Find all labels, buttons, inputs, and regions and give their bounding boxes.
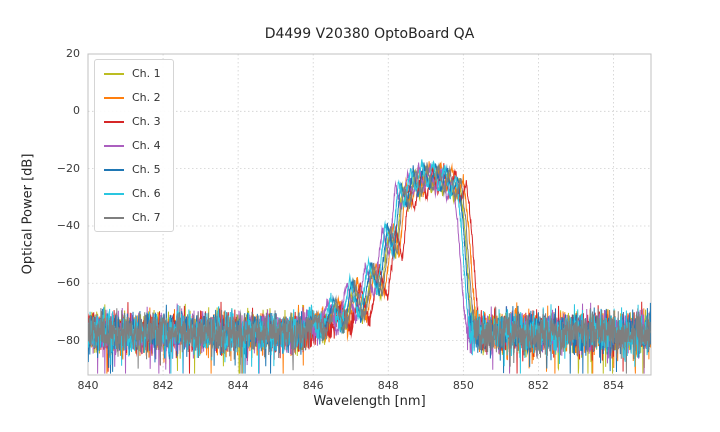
legend-line-swatch xyxy=(104,216,124,219)
y-tick-label: −80 xyxy=(56,333,80,347)
x-tick-label: 852 xyxy=(527,379,549,392)
legend-label: Ch. 1 xyxy=(132,67,161,80)
legend-item: Ch. 5 xyxy=(104,163,161,176)
legend-item: Ch. 3 xyxy=(104,115,161,128)
legend-item: Ch. 1 xyxy=(104,67,161,80)
legend-label: Ch. 5 xyxy=(132,163,161,176)
legend-line-swatch xyxy=(104,168,124,171)
y-tick-label: −60 xyxy=(56,276,80,290)
x-tick-label: 850 xyxy=(452,379,474,392)
x-tick-label: 848 xyxy=(377,379,399,392)
legend-label: Ch. 4 xyxy=(132,139,161,152)
y-tick-label: 20 xyxy=(66,47,80,60)
legend-item: Ch. 7 xyxy=(104,211,161,224)
x-tick-label: 844 xyxy=(227,379,249,392)
legend-item: Ch. 6 xyxy=(104,187,161,200)
legend-line-swatch xyxy=(104,96,124,99)
x-axis-label: Wavelength [nm] xyxy=(313,394,426,409)
y-tick-label: −40 xyxy=(56,218,80,232)
legend-line-swatch xyxy=(104,192,124,195)
legend-label: Ch. 2 xyxy=(132,91,161,104)
legend-line-swatch xyxy=(104,72,124,75)
legend-label: Ch. 3 xyxy=(132,115,161,128)
legend-label: Ch. 7 xyxy=(132,211,161,224)
x-tick-label: 854 xyxy=(602,379,624,392)
legend: Ch. 1 Ch. 2 Ch. 3 Ch. 4 Ch. 5 Ch. 6 Ch. 7 xyxy=(94,59,174,232)
x-tick-label: 846 xyxy=(302,379,324,392)
legend-line-swatch xyxy=(104,120,124,123)
legend-item: Ch. 2 xyxy=(104,91,161,104)
y-tick-label: −20 xyxy=(56,161,80,175)
legend-line-swatch xyxy=(104,144,124,147)
legend-label: Ch. 6 xyxy=(132,187,161,200)
legend-item: Ch. 4 xyxy=(104,139,161,152)
y-tick-label: 0 xyxy=(73,104,80,118)
chart-title: D4499 V20380 OptoBoard QA xyxy=(264,26,475,42)
x-tick-label: 842 xyxy=(152,379,174,392)
x-tick-label: 840 xyxy=(77,379,99,392)
